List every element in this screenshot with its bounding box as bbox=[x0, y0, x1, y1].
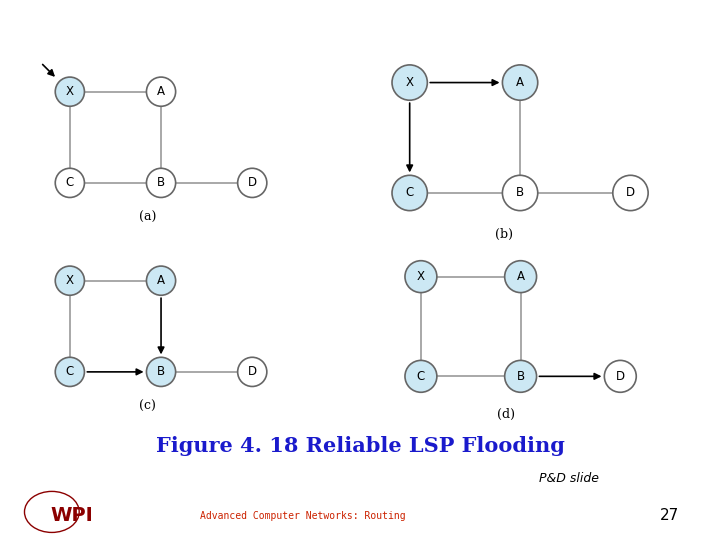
Circle shape bbox=[604, 360, 636, 392]
Text: X: X bbox=[66, 85, 74, 98]
Circle shape bbox=[405, 360, 437, 392]
Text: B: B bbox=[516, 186, 524, 199]
Text: (b): (b) bbox=[495, 228, 513, 241]
Circle shape bbox=[146, 77, 176, 106]
Text: P&D slide: P&D slide bbox=[539, 472, 599, 485]
Text: (a): (a) bbox=[139, 211, 156, 224]
Circle shape bbox=[405, 261, 437, 293]
Text: A: A bbox=[516, 76, 524, 89]
Text: X: X bbox=[66, 274, 74, 287]
Circle shape bbox=[505, 261, 536, 293]
Text: D: D bbox=[616, 370, 625, 383]
Text: C: C bbox=[66, 177, 74, 190]
Text: D: D bbox=[248, 177, 257, 190]
Circle shape bbox=[55, 77, 84, 106]
Text: A: A bbox=[157, 274, 165, 287]
Text: WPI: WPI bbox=[50, 506, 94, 525]
Text: Figure 4. 18 Reliable LSP Flooding: Figure 4. 18 Reliable LSP Flooding bbox=[156, 435, 564, 456]
Text: Advanced Computer Networks: Routing: Advanced Computer Networks: Routing bbox=[199, 511, 405, 521]
Circle shape bbox=[503, 65, 538, 100]
Text: X: X bbox=[405, 76, 414, 89]
Circle shape bbox=[55, 357, 84, 387]
Text: C: C bbox=[417, 370, 425, 383]
Text: D: D bbox=[248, 366, 257, 379]
Text: D: D bbox=[626, 186, 635, 199]
Text: X: X bbox=[417, 270, 425, 283]
Text: (d): (d) bbox=[497, 408, 515, 421]
Circle shape bbox=[55, 266, 84, 295]
Circle shape bbox=[503, 176, 538, 211]
Circle shape bbox=[238, 357, 267, 387]
Circle shape bbox=[146, 266, 176, 295]
Circle shape bbox=[505, 360, 536, 392]
Text: C: C bbox=[66, 366, 74, 379]
Circle shape bbox=[55, 168, 84, 198]
Text: C: C bbox=[405, 186, 414, 199]
Circle shape bbox=[146, 168, 176, 198]
FancyBboxPatch shape bbox=[472, 462, 665, 495]
Text: B: B bbox=[157, 366, 165, 379]
Circle shape bbox=[613, 176, 648, 211]
Text: B: B bbox=[516, 370, 525, 383]
Circle shape bbox=[238, 168, 267, 198]
Text: A: A bbox=[157, 85, 165, 98]
Text: 27: 27 bbox=[660, 508, 679, 523]
Text: A: A bbox=[517, 270, 525, 283]
Circle shape bbox=[392, 176, 428, 211]
Text: B: B bbox=[157, 177, 165, 190]
Circle shape bbox=[146, 357, 176, 387]
Text: (c): (c) bbox=[139, 400, 156, 413]
Circle shape bbox=[392, 65, 428, 100]
